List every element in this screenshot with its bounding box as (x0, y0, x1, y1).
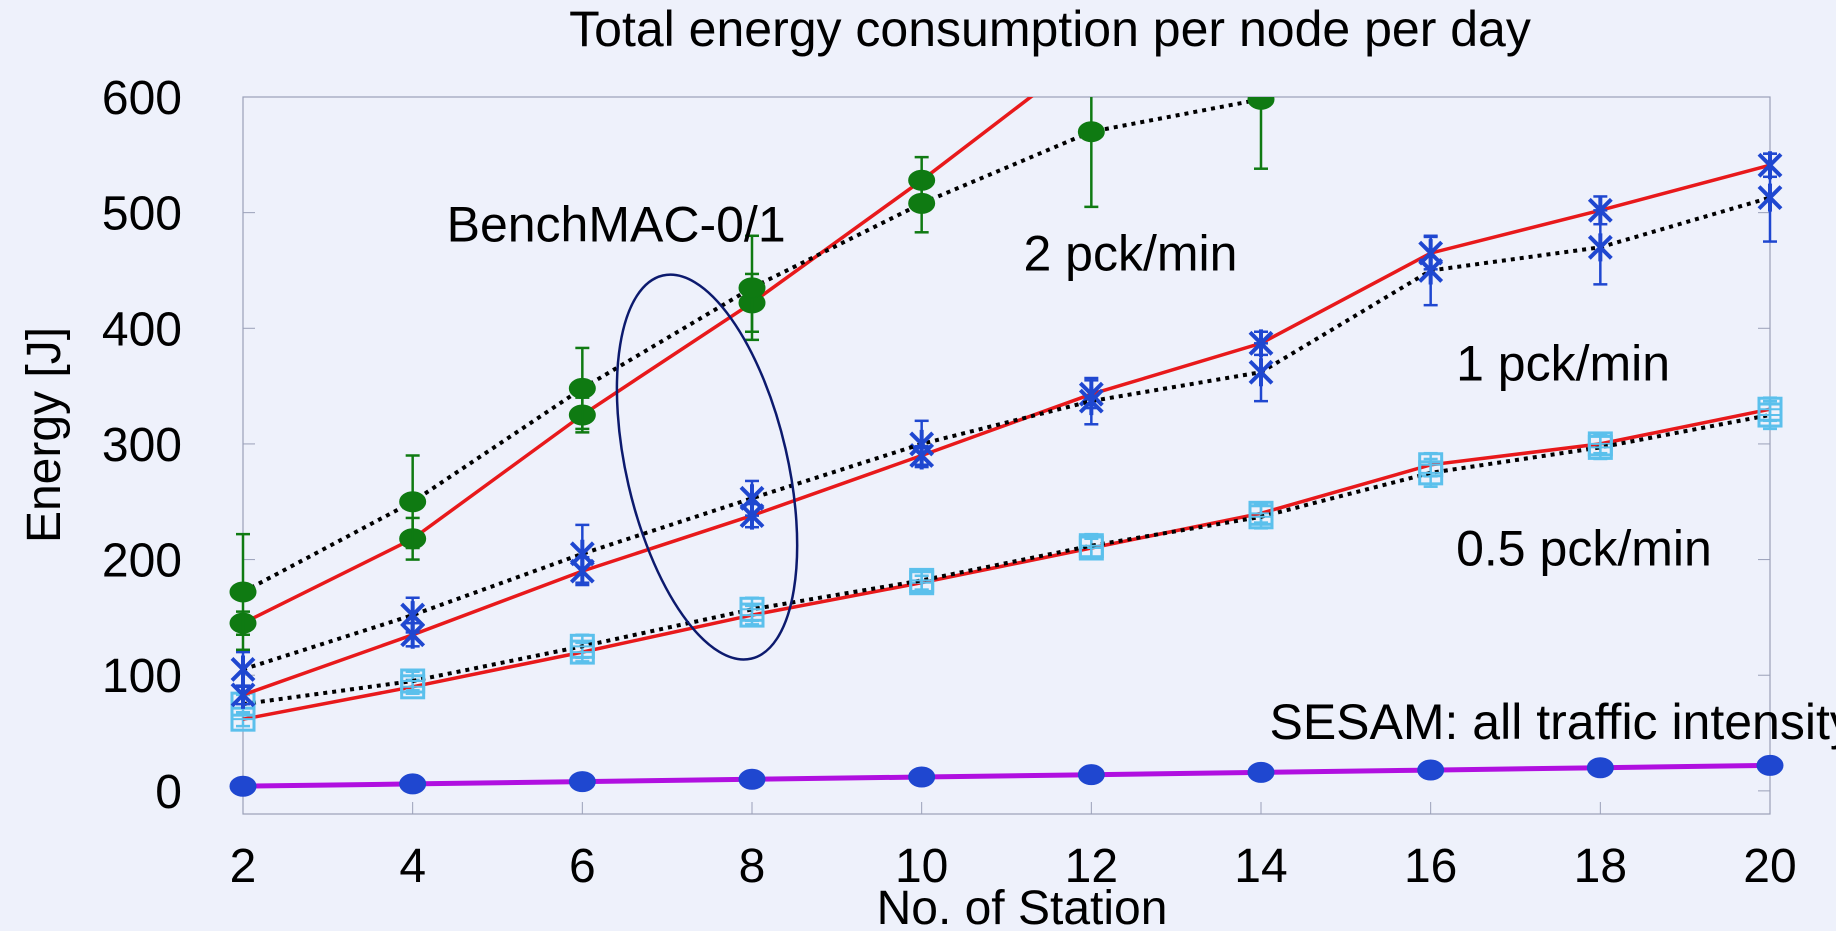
annotation-label: 0.5 pck/min (1456, 520, 1712, 576)
series-line (242, 97, 1274, 594)
data-point (908, 766, 936, 788)
series-line (242, 163, 1771, 697)
chart-title: Total energy consumption per node per da… (569, 1, 1531, 57)
data-point (1757, 183, 1783, 212)
x-tick-label: 2 (230, 840, 257, 893)
y-tick-label: 400 (102, 303, 182, 356)
annotation-label: SESAM: all traffic intensity (1269, 694, 1836, 750)
data-point (568, 771, 596, 793)
annotation-label: 2 pck/min (1023, 225, 1237, 281)
data-point (1078, 387, 1104, 416)
data-point (1417, 759, 1445, 781)
annotation-label: BenchMAC-0/1 (447, 197, 786, 253)
series-6 (229, 754, 1784, 797)
x-tick-label: 4 (399, 840, 426, 893)
data-point (908, 192, 936, 214)
data-point (569, 539, 595, 568)
data-point (399, 773, 427, 795)
y-tick-label: 200 (102, 535, 182, 588)
y-tick-label: 0 (155, 766, 182, 819)
data-point (1586, 757, 1614, 779)
markers (230, 183, 1783, 684)
x-tick-label: 12 (1065, 840, 1118, 893)
data-point (738, 277, 766, 299)
series-3 (230, 152, 1783, 689)
data-point (229, 581, 257, 603)
x-axis-ticks: 2 4 6 8 10 12 14 16 18 20 (230, 802, 1797, 893)
data-point (399, 491, 427, 513)
series-line (242, 413, 1771, 707)
x-tick-label: 8 (739, 840, 766, 893)
data-point (909, 429, 935, 458)
data-point (400, 601, 426, 630)
data-point (230, 655, 256, 684)
plot-frame (242, 96, 1771, 815)
y-tick-label: 500 (102, 188, 182, 241)
y-axis-ticks: 0 100 200 300 400 500 600 (102, 72, 1770, 819)
data-point (229, 775, 257, 797)
data-point (1077, 764, 1105, 786)
y-tick-label: 100 (102, 650, 182, 703)
series-line (242, 762, 1771, 789)
x-tick-label: 20 (1743, 840, 1796, 893)
series-line (242, 195, 1771, 672)
series-1 (229, 97, 1275, 652)
data-point (738, 768, 766, 790)
benchmac-group-ellipse (615, 273, 799, 661)
x-tick-label: 10 (895, 840, 948, 893)
markers (229, 97, 1275, 603)
data-point (739, 484, 765, 513)
data-point (1756, 754, 1784, 776)
data-point (1247, 761, 1275, 783)
x-axis-label: No. of Station (877, 882, 1168, 931)
x-tick-label: 18 (1574, 840, 1627, 893)
markers (229, 754, 1784, 797)
annotation-label: 1 pck/min (1456, 335, 1670, 391)
data-point (1077, 121, 1105, 143)
x-tick-label: 14 (1234, 840, 1287, 893)
y-tick-label: 600 (102, 72, 182, 125)
series-layer (229, 97, 1784, 797)
series-line (242, 407, 1771, 721)
data-point (1418, 256, 1444, 285)
data-point (1587, 233, 1613, 262)
x-tick-label: 6 (569, 840, 596, 893)
data-point (568, 377, 596, 399)
series-5 (230, 399, 1783, 717)
x-tick-label: 16 (1404, 840, 1457, 893)
annotations: BenchMAC-0/1 2 pck/min 1 pck/min 0.5 pck/mi… (447, 197, 1836, 750)
y-tick-label: 300 (102, 419, 182, 472)
y-axis-label: Energy [J] (18, 327, 71, 543)
data-point (1247, 97, 1275, 110)
data-point (1248, 358, 1274, 387)
